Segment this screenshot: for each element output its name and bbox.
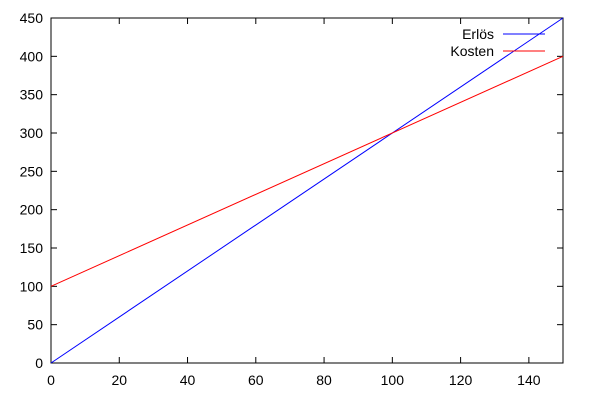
x-tick-label: 120 [449, 372, 473, 388]
axes: 0 20 40 60 80 100 120 140 0 50 100 150 200 250 300 350 4… [20, 10, 564, 388]
x-tick-label: 40 [180, 372, 196, 388]
series-line-0 [50, 17, 564, 364]
y-tick-label: 50 [27, 317, 43, 333]
legend-label: Kosten [450, 43, 494, 59]
y-tick-label: 0 [35, 355, 43, 371]
y-tick-label: 350 [20, 87, 44, 103]
y-tick-label: 150 [20, 240, 44, 256]
y-tick-label: 300 [20, 125, 44, 141]
plot-frame [50, 17, 564, 364]
x-tick-label: 0 [47, 372, 55, 388]
series-line-1 [50, 55, 564, 287]
series-lines [50, 17, 564, 364]
y-tick-label: 250 [20, 163, 44, 179]
x-tick-label: 20 [111, 372, 127, 388]
y-tick-label: 100 [20, 278, 44, 294]
y-tick-label: 200 [20, 202, 44, 218]
x-tick-label: 140 [517, 372, 541, 388]
y-tick-label: 400 [20, 48, 44, 64]
x-tick-label: 100 [381, 372, 405, 388]
legend-label: Erlös [462, 26, 494, 42]
x-tick-label: 80 [316, 372, 332, 388]
y-tick-label: 450 [20, 10, 44, 26]
x-tick-label: 60 [248, 372, 264, 388]
